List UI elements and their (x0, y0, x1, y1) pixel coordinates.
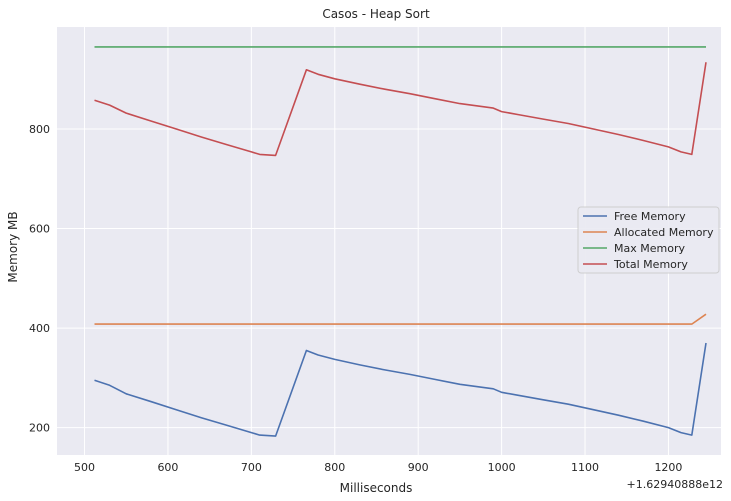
legend-box (577, 206, 720, 274)
y-tick-label: 200 (29, 422, 50, 435)
x-tick-label: 1000 (488, 461, 516, 474)
y-axis-label: Memory MB (6, 211, 20, 282)
x-axis-label: Milliseconds (340, 481, 413, 495)
legend-label: Total Memory (613, 258, 688, 271)
x-tick-label: 700 (241, 461, 262, 474)
y-tick-label: 800 (29, 123, 50, 136)
legend-label: Max Memory (614, 242, 685, 255)
tick-labels: 500 600 700 800 900 1000 1100 1200 200 400 600 800 (29, 123, 682, 474)
series-line-allocated-memory (94, 313, 707, 325)
x-tick-label: 1100 (571, 461, 599, 474)
series-line-free-memory (94, 342, 707, 437)
x-tick-label: 900 (408, 461, 429, 474)
x-tick-label: 800 (324, 461, 345, 474)
legend-label: Allocated Memory (614, 226, 714, 239)
series-line-total-memory (94, 62, 707, 157)
legend: Free Memory Allocated Memory Max Memory Tot… (577, 206, 720, 274)
y-tick-label: 600 (29, 223, 50, 236)
x-axis-offset-label: +1.62940888e12 (627, 478, 723, 491)
chart-title: Casos - Heap Sort (322, 7, 430, 21)
legend-label: Free Memory (614, 210, 686, 223)
y-tick-label: 400 (29, 322, 50, 335)
x-tick-label: 500 (74, 461, 95, 474)
x-tick-label: 1200 (654, 461, 682, 474)
series-lines (94, 46, 707, 437)
x-tick-label: 600 (157, 461, 178, 474)
